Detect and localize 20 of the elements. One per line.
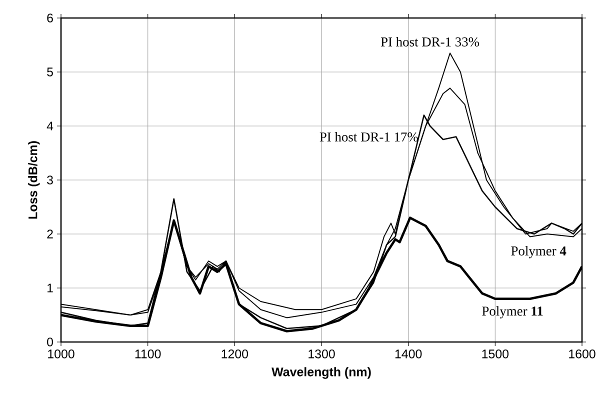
y-tick-label: 5	[47, 68, 53, 76]
y-axis-title: Loss (dB/cm)	[28, 141, 40, 219]
y-tick-label: 6	[47, 14, 53, 22]
y-tick-label: 4	[46, 122, 54, 130]
series-label: PI host DR-1 33%	[380, 36, 480, 46]
x-tick-label: 1500	[482, 350, 509, 358]
y-tick-label: 3	[47, 176, 53, 184]
x-tick-label: 1300	[308, 350, 335, 358]
series-label: Polymer 11	[482, 306, 543, 318]
x-tick-label: 1000	[48, 350, 74, 358]
series-label: PI host DR-1 17%	[320, 132, 418, 142]
x-axis-title: Wavelength (nm)	[272, 367, 371, 379]
y-tick-label: 2	[47, 230, 53, 238]
x-tick-label: 1200	[222, 350, 248, 358]
y-tick-label: 0	[47, 338, 53, 346]
x-tick-label: 1600	[569, 350, 596, 358]
y-tick-label: 1	[48, 284, 53, 292]
series-label: Polymer 4	[511, 246, 566, 258]
x-tick-label: 1100	[135, 350, 161, 358]
x-tick-label: 1400	[395, 350, 422, 358]
